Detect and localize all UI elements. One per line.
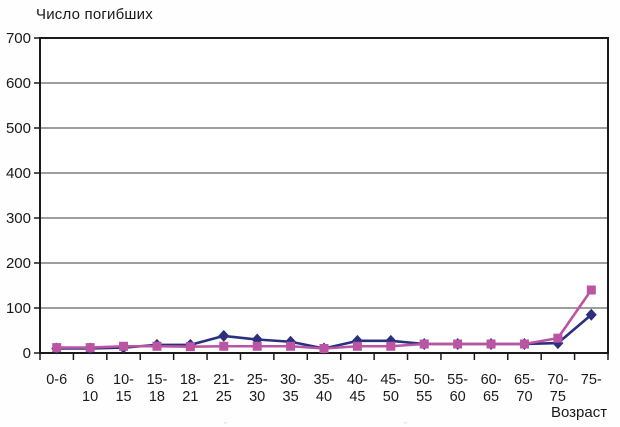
data-point-marker-square [553, 333, 563, 343]
x-tick-label: 15 [115, 389, 131, 405]
cropped-caption-artifact: ” [404, 422, 407, 426]
x-tick-label: 45- [380, 372, 401, 388]
x-tick-label: 55 [416, 389, 432, 405]
x-tick-label: 40 [316, 389, 332, 405]
data-point-marker-square [185, 342, 195, 352]
x-tick-label: 6 [86, 372, 94, 388]
x-tick-label: 15- [146, 372, 167, 388]
y-tick-label: 200 [6, 255, 31, 272]
x-tick-label: 75 [550, 389, 566, 405]
x-tick-label: 55- [447, 372, 468, 388]
x-tick-label: 45 [349, 389, 365, 405]
x-tick-label: 21 [182, 389, 198, 405]
x-tick-label: 70 [516, 389, 532, 405]
plot-background [40, 38, 608, 353]
data-point-marker-square [386, 341, 396, 351]
x-tick-label: 25 [216, 389, 232, 405]
x-tick-label: 18 [149, 389, 165, 405]
chart-title: Число погибших [36, 6, 153, 23]
y-tick-label: 100 [6, 300, 31, 317]
x-tick-label: 10- [113, 372, 134, 388]
x-tick-label: 30 [249, 389, 265, 405]
data-point-marker-square [352, 341, 362, 351]
data-point-marker-square [519, 339, 529, 349]
x-tick-label: 35 [283, 389, 299, 405]
data-point-marker-square [252, 341, 262, 351]
x-tick-label: 10 [82, 389, 98, 405]
x-tick-label: 21- [213, 372, 234, 388]
x-tick-label: 30- [280, 372, 301, 388]
data-point-marker-square [453, 339, 463, 349]
x-tick-label: 70- [547, 372, 568, 388]
data-point-marker-square [52, 343, 62, 353]
data-point-marker-square [586, 285, 596, 295]
cropped-caption-artifact: ” [224, 422, 227, 426]
y-tick-label: 600 [6, 75, 31, 92]
x-tick-label: 0-6 [46, 372, 67, 388]
x-tick-label: 75- [581, 372, 602, 388]
data-point-marker-square [319, 344, 329, 353]
data-point-marker-square [486, 339, 496, 349]
x-tick-label: 60 [450, 389, 466, 405]
data-point-marker-square [219, 341, 229, 351]
data-point-marker-square [119, 341, 129, 351]
x-tick-label: 18- [180, 372, 201, 388]
y-tick-label: 700 [6, 30, 31, 47]
data-point-marker-diamond [218, 329, 230, 342]
x-tick-label: 25- [247, 372, 268, 388]
data-point-marker-square [286, 341, 296, 351]
y-tick-label: 300 [6, 210, 31, 227]
y-tick-label: 0 [23, 345, 31, 362]
x-tick-label: 65- [514, 372, 535, 388]
x-axis-title: Возраст [551, 404, 608, 421]
y-tick-label: 400 [6, 165, 31, 182]
y-tick-label: 500 [6, 120, 31, 137]
x-tick-label: 40- [347, 372, 368, 388]
x-tick-label: 60- [481, 372, 502, 388]
x-tick-label: 65 [483, 389, 499, 405]
x-tick-label: 50 [383, 389, 399, 405]
data-point-marker-square [85, 343, 95, 353]
data-point-marker-square [419, 339, 429, 349]
x-tick-label: 35- [314, 372, 335, 388]
data-point-marker-square [152, 341, 162, 351]
x-tick-label: 50- [414, 372, 435, 388]
data-point-marker-diamond [585, 308, 597, 321]
